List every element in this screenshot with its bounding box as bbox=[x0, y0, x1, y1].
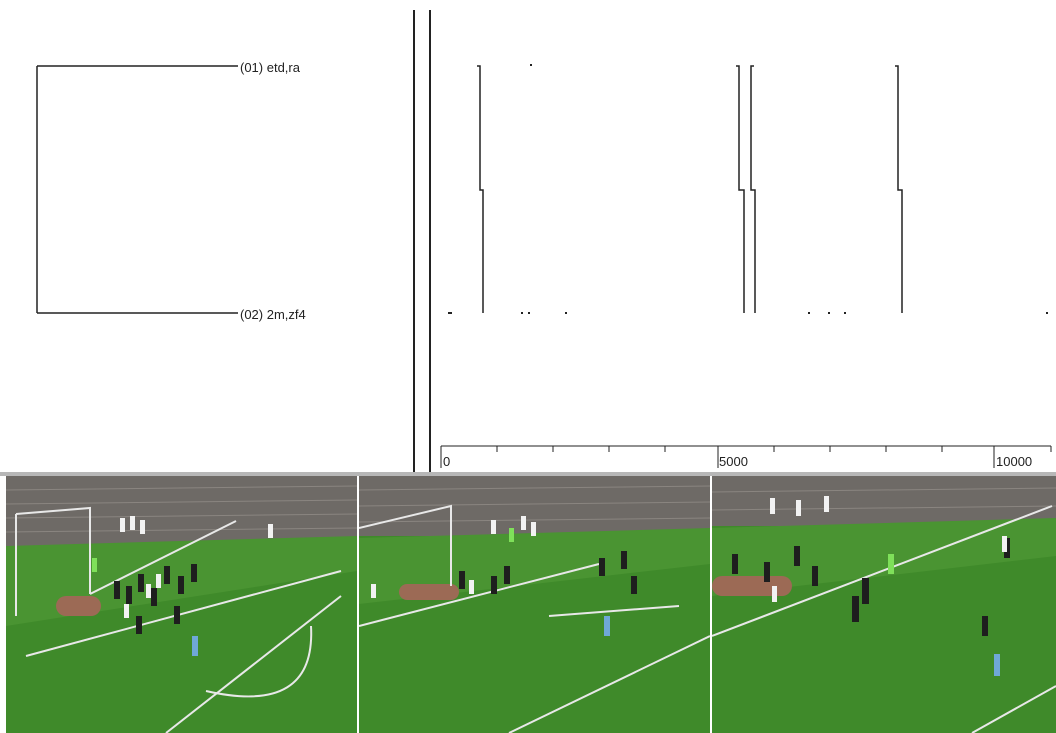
axis-tick-label-5000: 5000 bbox=[719, 454, 748, 469]
cluster-tree: (01) etd,ra (02) 2m,zf4 bbox=[36, 60, 306, 322]
frame-image bbox=[6, 476, 357, 733]
cluster-tree-panel: (01) etd,ra (02) 2m,zf4 bbox=[0, 0, 414, 472]
tree-leaf-label-2: (02) 2m,zf4 bbox=[240, 307, 306, 322]
timeline-axis bbox=[440, 445, 1052, 468]
video-frame-2[interactable] bbox=[359, 476, 710, 733]
panel-divider-horizontal[interactable] bbox=[0, 472, 1056, 476]
transition-2 bbox=[736, 65, 745, 313]
transition-3 bbox=[750, 65, 756, 313]
video-frame-1[interactable] bbox=[6, 476, 357, 733]
panel-divider-left[interactable] bbox=[413, 10, 415, 472]
transition-4 bbox=[895, 65, 903, 313]
state-trace bbox=[477, 65, 903, 313]
tree-leaf-label-1: (01) etd,ra bbox=[240, 60, 301, 75]
frame-image bbox=[712, 476, 1056, 733]
video-frame-strip bbox=[0, 476, 1056, 733]
axis-tick-label-0: 0 bbox=[443, 454, 450, 469]
video-frame-3[interactable] bbox=[712, 476, 1056, 733]
frame-image bbox=[359, 476, 710, 733]
panel-divider-right[interactable] bbox=[429, 10, 431, 472]
event-dots bbox=[448, 64, 1048, 314]
timeline-plot: 0 5000 10000 bbox=[440, 64, 1052, 469]
transition-1 bbox=[477, 65, 484, 313]
axis-tick-label-10000: 10000 bbox=[996, 454, 1032, 469]
tree-bracket bbox=[36, 65, 238, 314]
timeline-panel: 0 5000 10000 bbox=[431, 0, 1056, 472]
